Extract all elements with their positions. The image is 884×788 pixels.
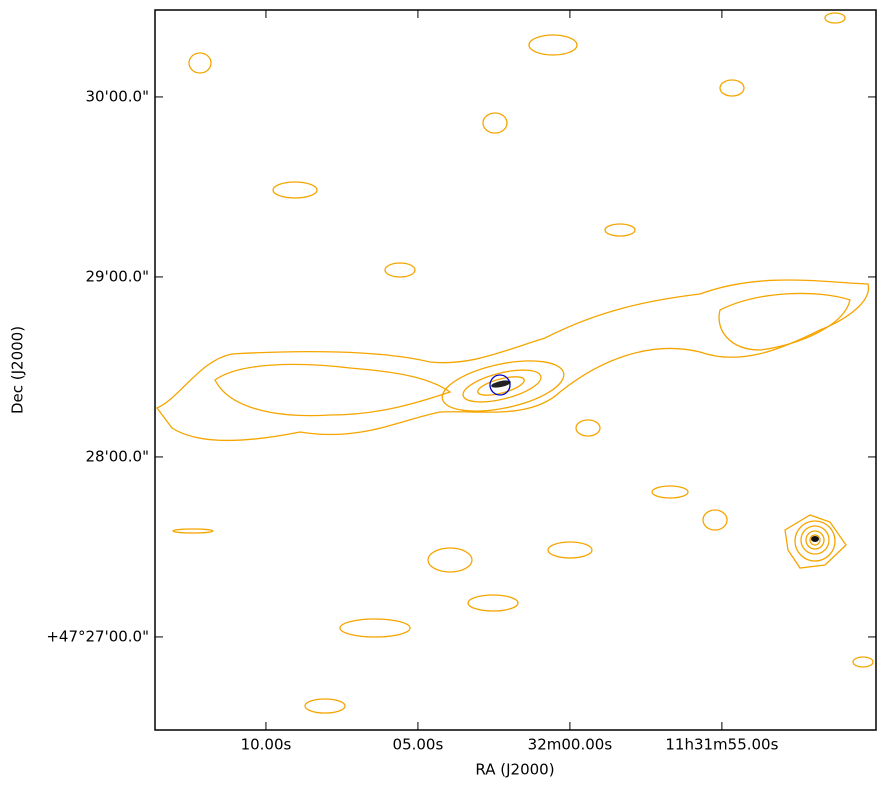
contour: [467, 594, 519, 612]
marker-circle: [489, 374, 511, 396]
contour: [575, 419, 601, 437]
y-tick-label: +47°27'00.0": [46, 627, 149, 645]
contour: [304, 698, 346, 714]
plot-frame: [154, 9, 877, 731]
contour: [800, 525, 830, 555]
contour: [188, 52, 212, 74]
x-axis-label: RA (J2000): [475, 761, 554, 779]
x-tick-label: 05.00s: [393, 736, 444, 754]
contour: [441, 360, 565, 412]
contour: [809, 534, 821, 546]
contour: [824, 12, 846, 24]
contour: [651, 485, 689, 499]
contour: [702, 509, 728, 531]
y-tick-label: 30'00.0": [85, 87, 149, 105]
x-tick-label: 10.00s: [241, 736, 292, 754]
contour: [805, 530, 825, 550]
contour: [384, 262, 416, 278]
contour: [214, 363, 452, 417]
contour: [784, 514, 847, 569]
contour: [477, 376, 525, 396]
contour: [719, 79, 745, 97]
y-tick-label: 29'00.0": [85, 267, 149, 285]
point-source: [811, 536, 819, 542]
contour: [172, 528, 214, 534]
contour: [482, 112, 508, 134]
y-tick-label: 28'00.0": [85, 447, 149, 465]
contour: [528, 34, 578, 56]
contours: [155, 12, 874, 714]
contour: [547, 541, 593, 559]
contour: [718, 292, 851, 351]
contour: [462, 369, 542, 403]
contour: [155, 279, 870, 442]
contour: [339, 618, 411, 638]
contour: [852, 656, 874, 668]
contour: [427, 547, 473, 573]
y-axis-label: Dec (J2000): [9, 326, 27, 414]
contour: [604, 223, 636, 237]
x-tick-label: 11h31m55.00s: [665, 736, 778, 754]
contour: [794, 520, 836, 562]
galaxy: [491, 380, 511, 388]
contour: [272, 181, 318, 199]
x-tick-label: 32m00.00s: [528, 736, 613, 754]
